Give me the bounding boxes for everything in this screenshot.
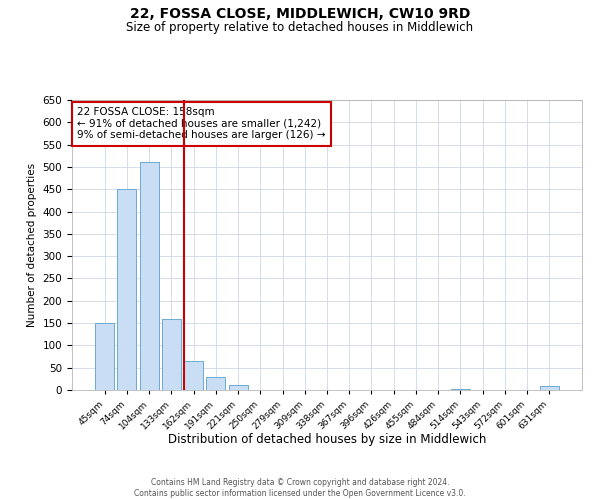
Bar	[162, 318, 181, 390]
Bar	[118, 189, 136, 390]
Text: Size of property relative to detached houses in Middlewich: Size of property relative to detached ho…	[127, 21, 473, 34]
Text: Contains HM Land Registry data © Crown copyright and database right 2024.
Contai: Contains HM Land Registry data © Crown c…	[134, 478, 466, 498]
Text: 22 FOSSA CLOSE: 158sqm
← 91% of detached houses are smaller (1,242)
9% of semi-d: 22 FOSSA CLOSE: 158sqm ← 91% of detached…	[77, 108, 326, 140]
Bar	[184, 361, 203, 390]
Y-axis label: Number of detached properties: Number of detached properties	[27, 163, 37, 327]
Text: 22, FOSSA CLOSE, MIDDLEWICH, CW10 9RD: 22, FOSSA CLOSE, MIDDLEWICH, CW10 9RD	[130, 8, 470, 22]
Bar	[451, 388, 470, 390]
Bar	[229, 384, 248, 390]
Bar	[540, 386, 559, 390]
Bar	[95, 323, 114, 390]
Bar	[140, 162, 158, 390]
Text: Distribution of detached houses by size in Middlewich: Distribution of detached houses by size …	[168, 432, 486, 446]
Bar	[206, 376, 225, 390]
